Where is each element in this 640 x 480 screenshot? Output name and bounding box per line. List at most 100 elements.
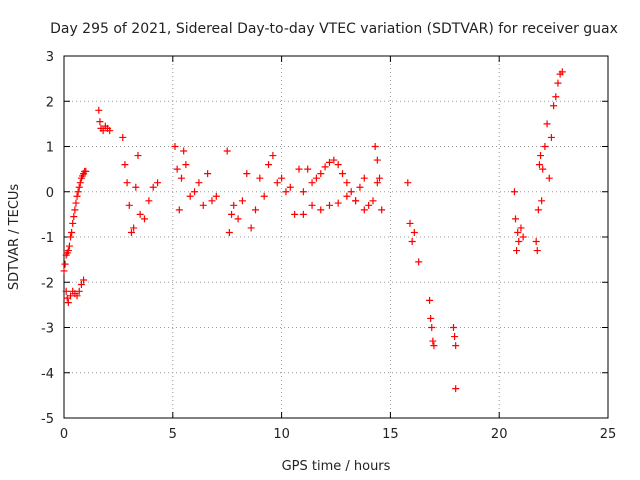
data-point	[260, 192, 268, 200]
data-point	[404, 179, 412, 187]
data-point	[141, 215, 149, 223]
data-point	[145, 197, 153, 205]
data-point	[238, 197, 246, 205]
y-tick-label: 0	[46, 186, 54, 201]
data-point	[251, 206, 259, 214]
data-point	[308, 201, 316, 209]
data-point	[452, 342, 460, 350]
x-tick-label: 5	[169, 427, 177, 442]
data-point	[182, 161, 190, 169]
data-point	[149, 183, 157, 191]
data-point	[208, 197, 216, 205]
data-point	[541, 143, 549, 150]
data-point	[378, 206, 386, 214]
data-point	[171, 143, 179, 150]
data-point	[282, 188, 290, 196]
data-point	[265, 161, 273, 169]
data-point	[134, 152, 142, 160]
data-point	[77, 281, 85, 289]
data-point	[228, 210, 236, 218]
data-point	[154, 179, 162, 187]
data-point	[334, 199, 342, 207]
data-point	[65, 242, 73, 250]
data-point	[547, 133, 555, 141]
y-tick-label: 3	[46, 50, 54, 65]
data-point	[415, 258, 423, 266]
data-point	[299, 210, 307, 218]
y-tick-label: -1	[41, 231, 54, 246]
data-point	[99, 127, 107, 135]
data-point	[428, 324, 436, 331]
data-point	[515, 238, 523, 246]
data-point	[312, 174, 320, 182]
data-point	[68, 228, 76, 236]
data-point	[365, 201, 373, 209]
data-point	[180, 147, 188, 155]
data-point	[537, 152, 545, 160]
data-point	[278, 174, 286, 182]
data-point	[371, 143, 379, 150]
data-point	[539, 165, 547, 173]
data-point	[73, 192, 81, 200]
data-point	[132, 183, 140, 191]
data-point	[510, 188, 518, 196]
data-point	[426, 296, 434, 304]
data-point	[67, 233, 75, 241]
data-point	[360, 206, 368, 214]
data-point	[408, 238, 416, 246]
data-point	[223, 147, 231, 155]
data-point	[123, 179, 131, 187]
data-point	[517, 224, 525, 232]
data-point	[80, 276, 88, 284]
data-point	[121, 161, 129, 169]
chart-title: Day 295 of 2021, Sidereal Day-to-day VTE…	[50, 21, 618, 37]
data-point	[64, 299, 72, 307]
y-tick-label: -4	[41, 367, 54, 382]
x-tick-label: 25	[600, 427, 617, 442]
data-point	[519, 233, 527, 241]
data-point	[321, 163, 329, 171]
data-point	[291, 210, 299, 218]
data-point	[352, 197, 360, 205]
x-axis-label: GPS time / hours	[282, 459, 391, 474]
data-point	[325, 201, 333, 209]
data-point	[430, 342, 438, 350]
data-point	[95, 106, 103, 114]
data-point	[450, 324, 458, 331]
data-point	[191, 188, 199, 196]
data-point	[64, 247, 72, 255]
data-point	[356, 183, 364, 191]
data-point	[286, 183, 294, 191]
data-point	[70, 213, 78, 221]
data-point	[343, 192, 351, 200]
data-point	[195, 179, 203, 187]
data-point	[552, 93, 560, 101]
x-tick-label: 0	[60, 427, 68, 442]
data-point	[125, 201, 133, 209]
data-point	[373, 156, 381, 164]
data-point	[136, 210, 144, 218]
data-point	[186, 192, 194, 200]
data-point	[347, 188, 355, 196]
data-point	[61, 260, 69, 268]
data-point	[427, 314, 435, 322]
data-point	[75, 183, 83, 191]
data-point	[178, 174, 186, 182]
y-tick-label: 2	[46, 95, 54, 110]
data-point	[330, 156, 338, 164]
data-point	[67, 292, 75, 300]
data-point	[74, 188, 82, 196]
x-tick-label: 15	[382, 427, 399, 442]
data-point	[106, 127, 114, 135]
data-point	[513, 247, 521, 255]
data-point	[535, 161, 543, 169]
data-point	[72, 199, 80, 207]
x-tick-label: 20	[491, 427, 508, 442]
data-point	[532, 238, 540, 246]
data-point	[76, 179, 84, 187]
data-point	[130, 224, 138, 232]
data-point	[62, 287, 70, 295]
data-point	[550, 102, 558, 110]
data-point	[256, 174, 264, 182]
data-point	[212, 192, 220, 200]
